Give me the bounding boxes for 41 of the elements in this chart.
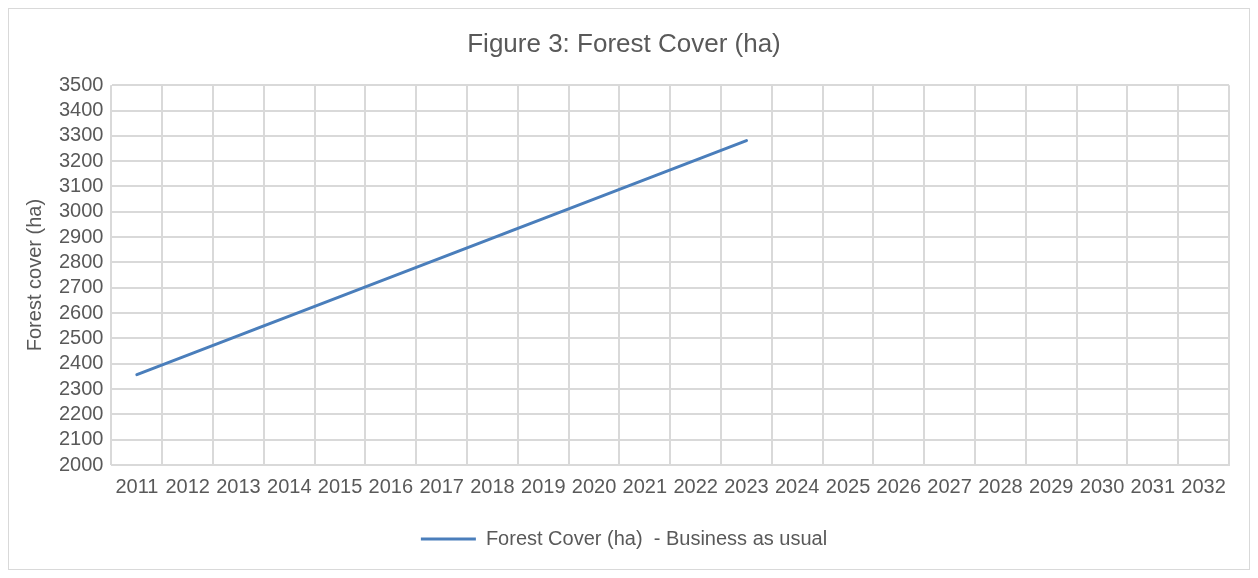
x-tick-label: 2024 xyxy=(774,474,820,497)
y-tick-label: 2000 xyxy=(58,452,104,475)
x-tick-label: 2015 xyxy=(317,474,363,497)
y-tick-label: 2800 xyxy=(58,249,104,272)
legend-label: Forest Cover (ha) - Business as usual xyxy=(485,526,828,549)
x-tick-label: 2014 xyxy=(267,474,312,497)
x-tick-label: 2020 xyxy=(571,474,617,497)
x-tick-label: 2032 xyxy=(1181,474,1226,497)
x-tick-label: 2021 xyxy=(622,474,668,497)
chart-title: Figure 3: Forest Cover (ha) xyxy=(467,27,781,58)
x-tick-label: 2023 xyxy=(724,474,769,497)
y-tick-label: 2400 xyxy=(58,351,104,374)
x-tick-label: 2025 xyxy=(825,474,871,497)
x-tick-label: 2017 xyxy=(419,474,464,497)
y-tick-label: 2500 xyxy=(58,325,104,348)
y-tick-label: 2100 xyxy=(58,427,104,450)
x-tick-label: 2031 xyxy=(1130,474,1176,497)
y-tick-label: 3100 xyxy=(58,174,104,196)
y-tick-label: 3000 xyxy=(58,199,104,222)
y-tick-label: 3300 xyxy=(58,123,104,146)
x-tick-label: 2019 xyxy=(521,474,566,497)
x-tick-label: 2027 xyxy=(927,474,972,497)
x-tick-label: 2030 xyxy=(1079,474,1125,497)
x-tick-label: 2026 xyxy=(876,474,922,497)
y-tick-label: 3200 xyxy=(58,148,104,171)
x-tick-label: 2022 xyxy=(673,474,718,497)
x-tick-label: 2011 xyxy=(115,474,159,497)
x-tick-label: 2028 xyxy=(978,474,1023,497)
x-tick-label: 2016 xyxy=(368,474,414,497)
y-tick-label: 2600 xyxy=(58,300,104,323)
x-tick-label: 2012 xyxy=(165,474,210,497)
y-tick-label: 2700 xyxy=(58,275,104,298)
x-tick-label: 2018 xyxy=(470,474,515,497)
x-tick-label: 2029 xyxy=(1028,474,1074,497)
y-tick-label: 2200 xyxy=(58,401,104,424)
y-tick-label: 2300 xyxy=(58,376,104,399)
y-axis-title: Forest cover (ha) xyxy=(22,198,45,352)
x-tick-label: 2013 xyxy=(216,474,261,497)
y-tick-label: 2900 xyxy=(58,224,104,247)
y-tick-label: 3400 xyxy=(58,98,104,121)
y-tick-label: 3500 xyxy=(58,72,104,95)
